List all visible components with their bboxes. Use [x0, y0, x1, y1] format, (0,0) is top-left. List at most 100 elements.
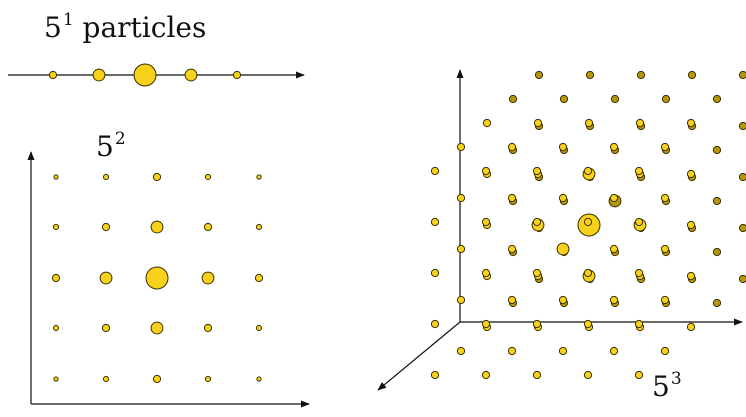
particle-3d — [559, 94, 569, 104]
particle-2d — [255, 223, 263, 231]
particle-2d — [203, 323, 213, 333]
particle-2d — [256, 376, 262, 382]
particle-1d — [92, 68, 106, 82]
particle-3d — [585, 70, 595, 80]
particle-3d — [660, 346, 670, 356]
particle-3d — [712, 145, 722, 155]
particle-3d — [481, 370, 491, 380]
particle-2d — [256, 174, 262, 180]
particle-3d — [532, 268, 542, 278]
particle-3d — [636, 70, 646, 80]
label-5-pow-3: 53 — [652, 371, 682, 401]
particle-3d — [687, 70, 697, 80]
label-5-pow-1-particles: 51 particles — [44, 12, 206, 42]
particle-3d — [660, 295, 670, 305]
particle-3d — [534, 70, 544, 80]
particle-2d — [254, 273, 264, 283]
particle-2d — [201, 271, 215, 285]
particle-3d — [456, 244, 466, 254]
particle-3d — [738, 274, 746, 284]
label-exponent: 3 — [670, 369, 682, 389]
particle-3d — [430, 319, 440, 329]
particle-3d — [635, 118, 645, 128]
particle-3d — [686, 220, 696, 230]
particle-3d — [609, 346, 619, 356]
three-d-panel — [377, 69, 746, 391]
particle-2d — [204, 375, 212, 383]
particle-3d — [738, 172, 746, 182]
particle-3d — [634, 268, 644, 278]
particle-2d — [150, 321, 164, 335]
particle-3d — [507, 244, 517, 254]
label-exponent: 1 — [62, 10, 74, 30]
particle-2d — [53, 376, 59, 382]
particle-3d — [686, 169, 696, 179]
particle-3d — [609, 142, 619, 152]
particle-3d — [609, 244, 619, 254]
particle-1d — [184, 68, 198, 82]
particle-3d — [556, 242, 570, 256]
particle-2d — [150, 220, 164, 234]
particle-3d — [533, 118, 543, 128]
particle-3d — [584, 118, 594, 128]
particle-3d — [456, 295, 466, 305]
particle-3d — [712, 196, 722, 206]
particle-3d — [712, 298, 722, 308]
particle-3d — [430, 370, 440, 380]
particle-3d — [532, 217, 542, 227]
particle-2d — [52, 324, 60, 332]
particle-3d — [583, 217, 593, 227]
particle-3d — [456, 193, 466, 203]
particle-3d — [609, 295, 619, 305]
particle-3d — [430, 166, 440, 176]
particle-3d — [660, 244, 670, 254]
particle-1d — [232, 70, 242, 80]
particle-3d — [634, 217, 644, 227]
particle-3d — [482, 118, 492, 128]
particle-3d — [686, 118, 696, 128]
particle-3d — [634, 319, 644, 329]
particle-3d — [583, 166, 593, 176]
particle-3d — [686, 271, 696, 281]
particle-2d — [152, 374, 162, 384]
particle-3d — [481, 319, 491, 329]
particle-2d — [51, 273, 61, 283]
particle-1d — [48, 70, 58, 80]
particle-3d — [507, 295, 517, 305]
particle-3d — [609, 193, 619, 203]
label-suffix: particles — [73, 11, 207, 44]
particle-2d — [102, 173, 110, 181]
particle-2d — [204, 173, 212, 181]
particle-3d — [712, 94, 722, 104]
one-d-panel — [8, 63, 305, 87]
particle-2d — [99, 271, 113, 285]
particle-3d — [508, 94, 518, 104]
particle-3d — [558, 142, 568, 152]
axis-3d-y — [377, 321, 461, 391]
particle-3d — [583, 370, 593, 380]
two-d-panel — [27, 151, 310, 408]
particle-1d — [133, 63, 157, 87]
particle-3d — [558, 295, 568, 305]
particle-3d — [481, 166, 491, 176]
particle-3d — [532, 166, 542, 176]
particle-3d — [634, 166, 644, 176]
particle-3d — [481, 268, 491, 278]
particle-3d — [558, 193, 568, 203]
particle-2d — [203, 222, 213, 232]
particle-3d — [634, 370, 644, 380]
particle-2d — [53, 174, 59, 180]
particle-3d — [583, 319, 593, 329]
particle-3d — [660, 193, 670, 203]
particle-2d — [255, 324, 263, 332]
particle-3d — [430, 217, 440, 227]
label-base: 5 — [96, 130, 114, 163]
particle-3d — [738, 70, 746, 80]
particle-3d — [661, 94, 671, 104]
particle-3d — [558, 346, 568, 356]
particle-2d — [102, 375, 110, 383]
particle-3d — [507, 346, 517, 356]
particle-3d — [456, 346, 466, 356]
